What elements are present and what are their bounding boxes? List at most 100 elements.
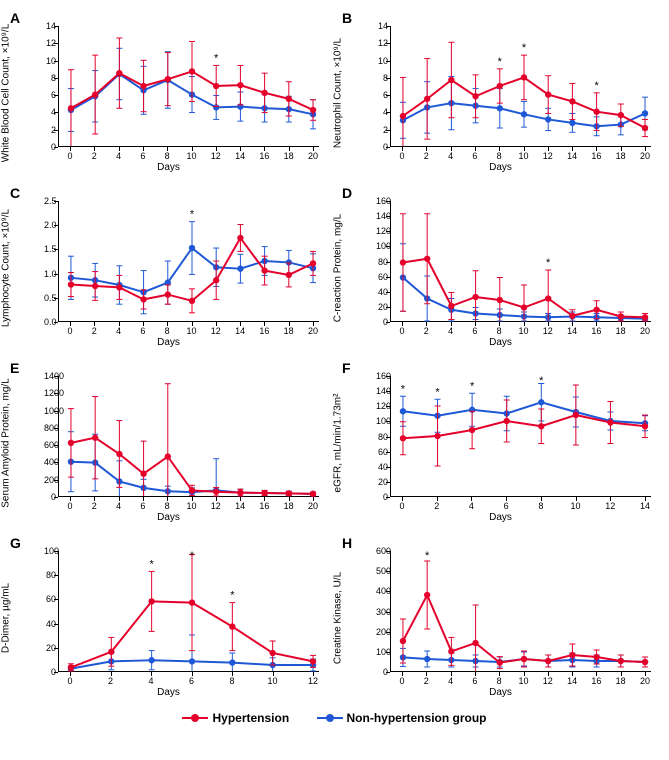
x-tick: 2 <box>108 676 113 686</box>
panel-E: ESerum Amyloid Protein, mg/LDays02004006… <box>10 360 327 525</box>
x-tick: 18 <box>616 151 626 161</box>
x-tick: 14 <box>235 326 245 336</box>
x-tick: 10 <box>518 326 528 336</box>
x-tick: 16 <box>259 326 269 336</box>
x-axis-label: Days <box>157 512 180 523</box>
x-tick: 14 <box>567 326 577 336</box>
x-tick: 6 <box>189 676 194 686</box>
x-tick: 8 <box>538 501 543 511</box>
x-tick: 2 <box>434 501 439 511</box>
svg-text:*: * <box>470 380 475 392</box>
x-tick: 6 <box>472 326 477 336</box>
x-tick: 14 <box>235 501 245 511</box>
panel-B: B***Neutrophil Count, ×10⁹/LDays02468101… <box>342 10 659 175</box>
x-tick: 0 <box>399 326 404 336</box>
x-tick: 4 <box>116 151 121 161</box>
x-tick: 8 <box>165 151 170 161</box>
x-tick: 4 <box>116 501 121 511</box>
panel-label: D <box>342 185 352 201</box>
x-tick: 6 <box>472 151 477 161</box>
svg-text:*: * <box>594 80 599 92</box>
x-tick: 0 <box>67 151 72 161</box>
x-tick: 12 <box>543 326 553 336</box>
x-tick: 20 <box>640 151 650 161</box>
y-axis-label: D-Dimer, µg/mL <box>1 582 12 652</box>
chart-area: * <box>58 201 319 322</box>
x-tick: 0 <box>67 326 72 336</box>
svg-text:*: * <box>150 558 155 570</box>
x-axis-label: Days <box>489 162 512 173</box>
x-tick: 14 <box>567 676 577 686</box>
x-tick: 10 <box>518 151 528 161</box>
y-axis-label: eGFR, mL/min/1.73m² <box>333 393 344 492</box>
svg-text:*: * <box>435 386 440 398</box>
x-tick: 18 <box>284 151 294 161</box>
x-tick: 12 <box>543 676 553 686</box>
x-tick: 16 <box>591 676 601 686</box>
x-tick: 6 <box>472 676 477 686</box>
svg-text:*: * <box>401 383 406 395</box>
y-axis-label: White Blood Cell Count, ×10⁹/L <box>1 23 12 162</box>
panel-label: A <box>10 10 20 26</box>
x-tick: 0 <box>399 501 404 511</box>
x-tick: 8 <box>497 676 502 686</box>
x-tick: 6 <box>140 326 145 336</box>
x-axis-label: Days <box>489 687 512 698</box>
chart-area: *** <box>58 551 319 672</box>
x-tick: 12 <box>605 501 615 511</box>
y-axis-label: Creatine Kinase, U/L <box>333 571 344 663</box>
x-tick: 18 <box>284 326 294 336</box>
chart-grid: A*White Blood Cell Count, ×10⁹/LDays0246… <box>10 10 659 700</box>
chart-area: * <box>390 551 651 672</box>
legend-marker-non <box>317 717 343 719</box>
x-axis-label: Days <box>157 337 180 348</box>
x-tick: 2 <box>424 151 429 161</box>
x-axis-label: Days <box>157 687 180 698</box>
x-tick: 8 <box>497 151 502 161</box>
x-tick: 10 <box>186 151 196 161</box>
x-tick: 2 <box>424 326 429 336</box>
chart-area: * <box>390 201 651 322</box>
x-tick: 10 <box>186 326 196 336</box>
panel-label: C <box>10 185 20 201</box>
x-tick: 4 <box>448 676 453 686</box>
x-axis-label: Days <box>489 337 512 348</box>
chart-area: **** <box>390 376 651 497</box>
chart-area: *** <box>390 26 651 147</box>
legend-hypertension: Hypertension <box>182 711 289 725</box>
x-tick: 16 <box>591 151 601 161</box>
x-tick: 12 <box>211 326 221 336</box>
x-tick: 18 <box>616 326 626 336</box>
svg-text:*: * <box>214 52 219 64</box>
x-tick: 0 <box>67 676 72 686</box>
x-tick: 4 <box>448 151 453 161</box>
svg-text:*: * <box>190 550 195 562</box>
panel-label: E <box>10 360 19 376</box>
panel-H: H*Creatine Kinase, U/LDays01002003004005… <box>342 535 659 700</box>
x-tick: 8 <box>165 326 170 336</box>
x-tick: 8 <box>229 676 234 686</box>
x-tick: 2 <box>92 326 97 336</box>
x-tick: 10 <box>571 501 581 511</box>
x-tick: 6 <box>504 501 509 511</box>
legend: Hypertension Non-hypertension group <box>10 708 659 725</box>
x-tick: 8 <box>497 326 502 336</box>
y-axis-label: Neutrophil Count, ×10⁹/L <box>333 37 344 147</box>
svg-text:*: * <box>425 550 430 562</box>
x-tick: 14 <box>235 151 245 161</box>
x-axis-label: Days <box>489 512 512 523</box>
legend-nonhypertension: Non-hypertension group <box>317 711 487 725</box>
x-tick: 2 <box>424 676 429 686</box>
x-tick: 18 <box>616 676 626 686</box>
panel-label: H <box>342 535 352 551</box>
svg-text:*: * <box>546 257 551 269</box>
y-axis-label: C-reaction Protein, mg/L <box>333 213 344 321</box>
panel-F: F****eGFR, mL/min/1.73m²Days020406080100… <box>342 360 659 525</box>
x-tick: 0 <box>399 151 404 161</box>
x-tick: 20 <box>308 326 318 336</box>
panel-label: F <box>342 360 351 376</box>
x-tick: 12 <box>211 151 221 161</box>
panel-D: D*C-reaction Protein, mg/LDays0204060801… <box>342 185 659 350</box>
y-axis-label: Serum Amyloid Protein, mg/L <box>1 378 12 508</box>
panel-G: G***D-Dimer, µg/mLDays020406080100024681… <box>10 535 327 700</box>
